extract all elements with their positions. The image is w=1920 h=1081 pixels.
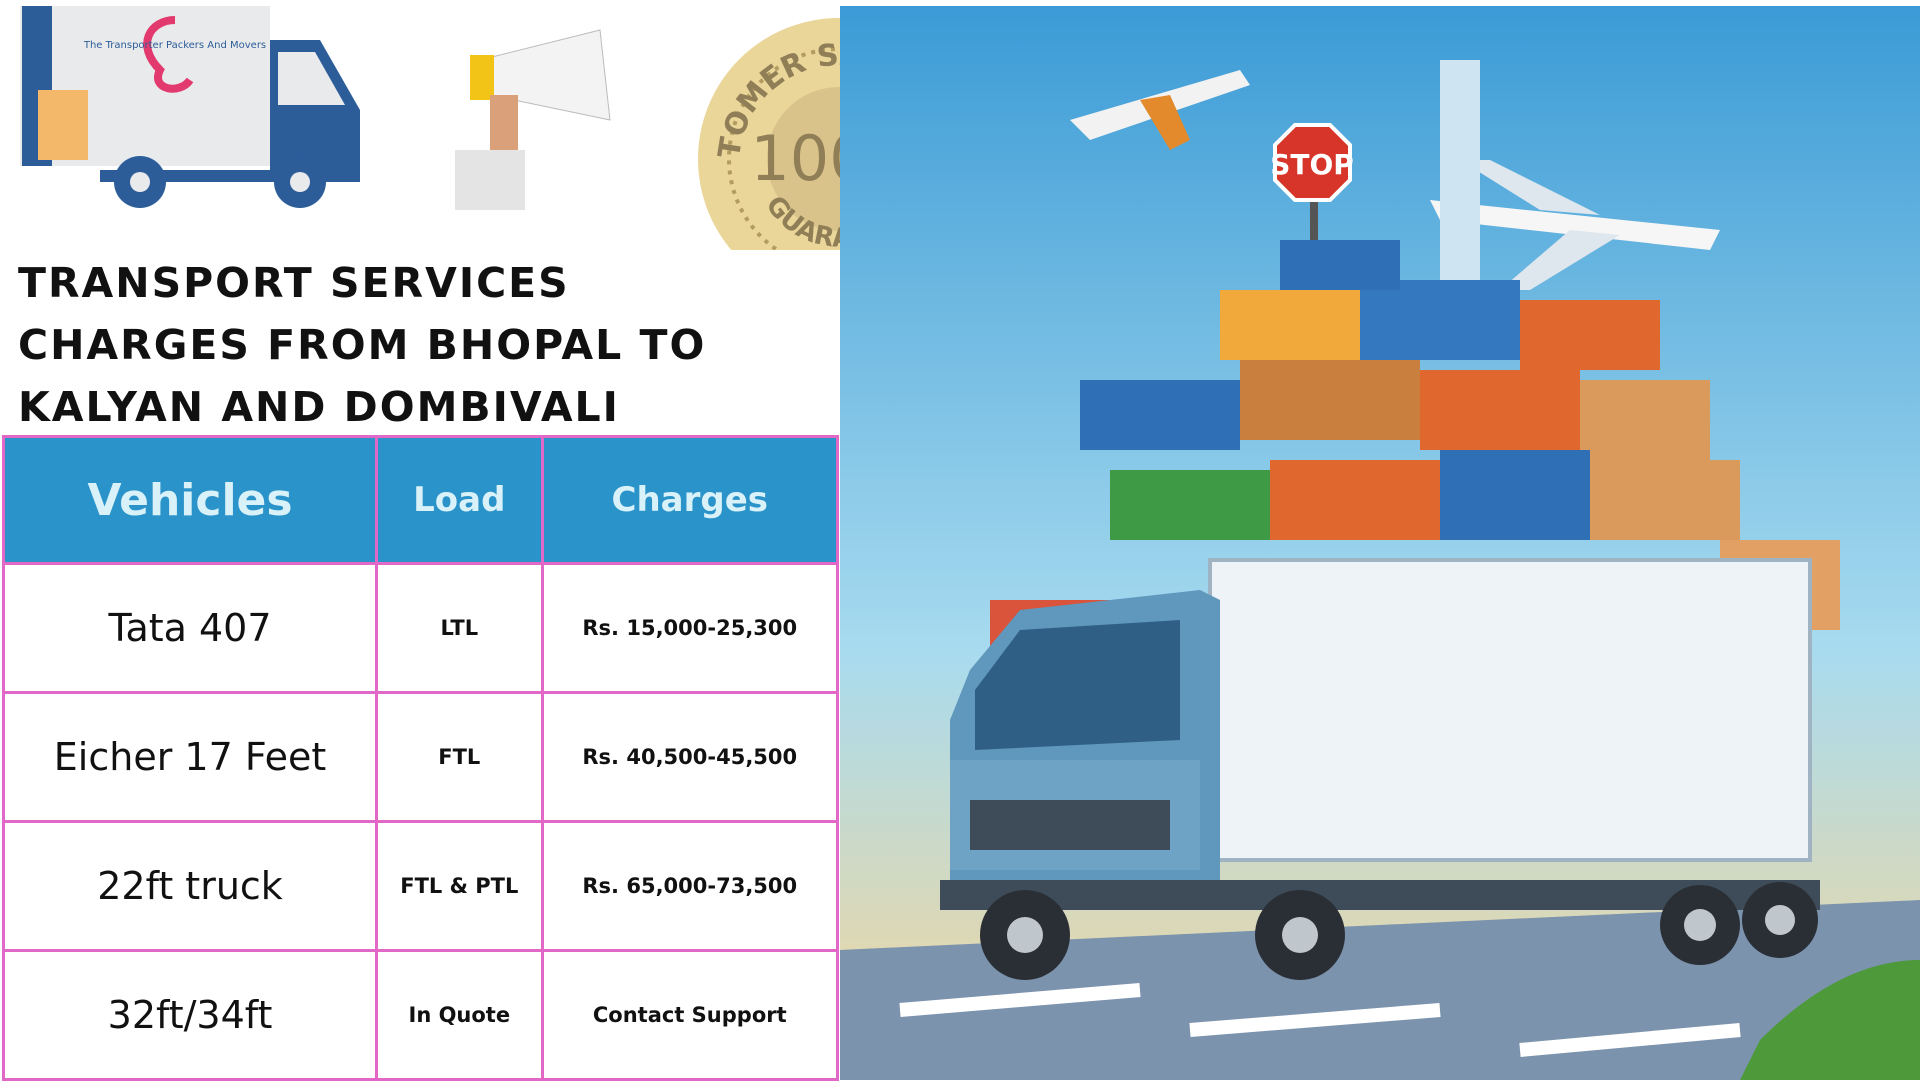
table-body: Tata 407 LTL Rs. 15,000-25,300 Eicher 17 Fe…: [1, 562, 840, 1081]
grass: [1740, 960, 1920, 1080]
table-cell: Tata 407: [1, 562, 379, 694]
decor-shape: [1282, 917, 1318, 953]
illustration: STOP: [840, 6, 1920, 1080]
column-header: Vehicles: [1, 435, 379, 565]
road-markings: [899, 983, 1741, 1057]
table-row: Tata 407 LTL Rs. 15,000-25,300: [1, 562, 840, 694]
table-cell: 22ft truck: [1, 820, 379, 952]
decor-shape: [290, 172, 310, 192]
decor-shape: [1500, 230, 1620, 290]
decor-shape: [767, 87, 840, 231]
table-row: 32ft/34ft In Quote Contact Support: [1, 949, 840, 1081]
decor-shape: [1440, 450, 1590, 540]
table-row: 22ft truck FTL & PTL Rs. 65,000-73,500: [1, 820, 840, 952]
decor-shape: [1110, 470, 1270, 540]
decor-shape: [970, 800, 1170, 850]
decor-shape: [1520, 300, 1660, 370]
decor-shape: [1684, 909, 1716, 941]
decor-shape: [1280, 240, 1400, 290]
decor-shape: [1240, 360, 1420, 440]
decor-shape: [455, 150, 525, 210]
decor-shape: [38, 90, 88, 160]
table-cell: LTL: [375, 562, 544, 694]
table-row: Eicher 17 Feet FTL Rs. 40,500-45,500: [1, 691, 840, 823]
stop-text: STOP: [1270, 148, 1354, 181]
airplanes: [1070, 70, 1720, 290]
logo-text: The Transporter Packers And Movers: [83, 40, 266, 51]
price-table: Vehicles Load Charges Tata 407 LTL Rs. 15,00…: [1, 435, 840, 1081]
decor-shape: [490, 95, 518, 155]
decor-shape: [1580, 380, 1710, 460]
tower: [1440, 60, 1480, 300]
truck-illustration: The Transporter Packers And Movers: [20, 6, 360, 208]
header-art: The Transporter Packers And Movers CUSTO…: [0, 0, 840, 250]
decor-shape: [1420, 370, 1580, 450]
title: TRANSPORT SERVICES CHARGES FROM BHOPAL T…: [18, 259, 707, 431]
decor-shape: [1765, 905, 1795, 935]
decor-shape: [1208, 558, 1812, 862]
table-cell: Eicher 17 Feet: [1, 691, 379, 823]
decor-shape: [1360, 280, 1520, 360]
table-cell: Rs. 15,000-25,300: [540, 562, 840, 694]
decor-shape: [1273, 123, 1352, 202]
header-row: Vehicles Load Charges: [1, 435, 840, 565]
left-panel: The Transporter Packers And Movers CUSTO…: [0, 0, 840, 1081]
decor-shape: [1220, 290, 1360, 360]
decor-shape: [1080, 380, 1240, 450]
table-cell: FTL & PTL: [375, 820, 544, 952]
decor-shape: [143, 16, 194, 93]
decor-shape: [1430, 200, 1720, 250]
decor-shape: [1007, 917, 1043, 953]
decor-shape: [1590, 460, 1740, 540]
decor-shape: [1460, 160, 1600, 215]
megaphone: [455, 29, 611, 210]
decor-shape: [975, 620, 1180, 750]
column-header: Charges: [540, 435, 840, 565]
decor-shape: [1140, 95, 1190, 150]
decor-shape: [470, 55, 494, 100]
decor-shape: [1270, 460, 1440, 540]
truck: [940, 558, 1820, 980]
table-cell: Rs. 65,000-73,500: [540, 820, 840, 952]
table-cell: Rs. 40,500-45,500: [540, 691, 840, 823]
table-cell: FTL: [375, 691, 544, 823]
decor-shape: [278, 52, 345, 105]
decor-shape: [130, 172, 150, 192]
stop-sign: STOP: [1270, 123, 1354, 270]
table-cell: In Quote: [375, 949, 544, 1081]
table-head: Vehicles Load Charges: [1, 435, 840, 565]
table-cell: 32ft/34ft: [1, 949, 379, 1081]
decor-shape: [1310, 190, 1318, 270]
table-cell: Contact Support: [540, 949, 840, 1081]
seal-center: 100%: [750, 122, 840, 195]
column-header: Load: [375, 435, 544, 565]
